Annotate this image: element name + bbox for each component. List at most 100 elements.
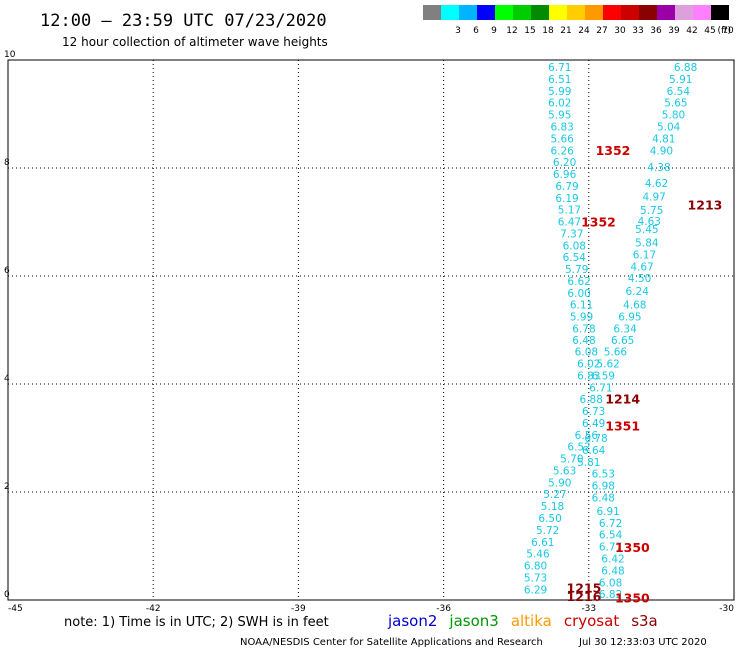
note-text: note: 1) Time is in UTC; 2) SWH is in fe… bbox=[64, 615, 329, 630]
legend-label: 42 bbox=[686, 26, 697, 36]
swh-value: 4.62 bbox=[645, 178, 668, 190]
swh-value: 6.83 bbox=[550, 122, 573, 134]
pass-time-label: 1352 bbox=[596, 143, 631, 158]
swh-value: 6.08 bbox=[575, 347, 598, 359]
swh-value: 5.73 bbox=[524, 572, 547, 584]
swh-value: 6.08 bbox=[599, 577, 622, 589]
swh-value: 5.84 bbox=[635, 238, 659, 250]
swh-value: 6.20 bbox=[553, 157, 576, 169]
swh-value: 4.81 bbox=[652, 133, 675, 145]
chart-title: 12:00 – 23:59 UTC 07/23/2020 bbox=[40, 11, 327, 31]
x-tick-label: -33 bbox=[581, 604, 596, 614]
swh-value: 6.08 bbox=[563, 240, 586, 252]
swh-value: 4.38 bbox=[647, 162, 670, 174]
swh-value: 6.53 bbox=[592, 469, 615, 481]
swh-value: 6.24 bbox=[626, 286, 650, 298]
x-tick-label: -42 bbox=[146, 604, 161, 614]
legend-label: 15 bbox=[524, 26, 535, 36]
swh-value: 6.65 bbox=[611, 335, 634, 347]
swh-value: 5.17 bbox=[558, 205, 581, 217]
satellite-cryosat: cryosat bbox=[564, 612, 619, 630]
swh-value: 6.78 bbox=[572, 323, 595, 335]
swh-value: 4.63 bbox=[638, 216, 661, 228]
swh-value: 6.02 bbox=[577, 359, 600, 371]
x-tick-label: -45 bbox=[8, 604, 23, 614]
legend-swatch bbox=[657, 5, 675, 20]
legend-swatch bbox=[639, 5, 657, 20]
swh-value: 6.83 bbox=[577, 370, 600, 382]
swh-value: 5.90 bbox=[548, 477, 571, 489]
legend-label: 24 bbox=[578, 26, 590, 36]
swh-value: 6.80 bbox=[524, 561, 547, 573]
color-legend: 3 6 9 12 15 18 21 24 27 30 33 36 39 42 45 70(ft) bbox=[423, 5, 734, 36]
swh-value: 7.37 bbox=[560, 228, 583, 240]
swh-value: 6.51 bbox=[548, 74, 571, 86]
legend-label: 70 bbox=[722, 26, 734, 36]
swh-value: 6.48 bbox=[601, 565, 624, 577]
pass-time-label: 1214 bbox=[605, 392, 640, 407]
pass-time-label: 1350 bbox=[615, 540, 650, 555]
pass-time-label: 1216 bbox=[567, 589, 602, 604]
swh-value: 6.34 bbox=[613, 323, 637, 335]
footer-credit: NOAA/NESDIS Center for Satellite Applica… bbox=[240, 637, 543, 648]
swh-value: 5.95 bbox=[548, 110, 571, 122]
legend-label: 18 bbox=[542, 26, 554, 36]
swh-value: 4.50 bbox=[628, 273, 651, 285]
swh-value: 6.61 bbox=[531, 537, 554, 549]
legend-label: 6 bbox=[473, 26, 479, 36]
swh-value: 5.79 bbox=[565, 264, 588, 276]
legend-swatch bbox=[459, 5, 477, 20]
swh-value: 6.73 bbox=[582, 406, 605, 418]
legend-label: 3 bbox=[455, 26, 461, 36]
footer-timestamp: Jul 30 12:33:03 UTC 2020 bbox=[578, 637, 707, 648]
swh-value: 5.91 bbox=[669, 74, 692, 86]
swh-value: 5.65 bbox=[664, 98, 687, 110]
swh-value: 5.66 bbox=[604, 347, 628, 359]
legend-swatch bbox=[693, 5, 711, 20]
swh-value: 6.54 bbox=[667, 86, 691, 98]
swh-value: 6.62 bbox=[567, 276, 590, 288]
legend-swatch bbox=[621, 5, 639, 20]
swh-value: 6.72 bbox=[599, 518, 622, 530]
satellite-altika: altika bbox=[511, 612, 552, 630]
swh-value: 6.95 bbox=[618, 312, 641, 324]
x-tick-label: -39 bbox=[291, 604, 306, 614]
swh-value: 5.72 bbox=[536, 525, 559, 537]
y-tick-label: 0 bbox=[4, 590, 10, 600]
pass-time-label: 1351 bbox=[605, 419, 640, 434]
swh-value: 6.88 bbox=[674, 62, 697, 74]
swh-value: 6.77 bbox=[599, 542, 622, 554]
swh-value: 6.88 bbox=[580, 394, 603, 406]
swh-value: 6.50 bbox=[538, 513, 561, 525]
swh-value: 6.56 bbox=[575, 430, 599, 442]
satellite-legend: jason2 jason3 altika cryosat s3a bbox=[387, 612, 658, 630]
pass-time-label: 1352 bbox=[581, 215, 616, 230]
legend-swatch bbox=[513, 5, 531, 20]
swh-value: 6.98 bbox=[592, 481, 615, 493]
swh-value: 6.96 bbox=[553, 169, 577, 181]
y-tick-label: 8 bbox=[4, 158, 10, 168]
swh-value: 6.19 bbox=[555, 193, 578, 205]
swh-value: 6.78 bbox=[584, 433, 607, 445]
x-tick-label: -30 bbox=[719, 604, 734, 614]
satellite-s3a: s3a bbox=[631, 612, 658, 630]
swh-value: 6.64 bbox=[582, 445, 606, 457]
pass-time-label: 1215 bbox=[567, 581, 602, 596]
swh-value: 4.68 bbox=[623, 300, 646, 312]
swh-value: 5.99 bbox=[548, 86, 571, 98]
swh-value: 5.70 bbox=[560, 454, 583, 466]
y-tick-label: 2 bbox=[4, 482, 10, 492]
y-tick-label: 10 bbox=[4, 50, 16, 60]
swh-value: 6.71 bbox=[589, 382, 612, 394]
legend-swatch bbox=[441, 5, 459, 20]
swh-value: 6.79 bbox=[555, 181, 578, 193]
swh-value: 6.71 bbox=[548, 62, 571, 74]
swh-value: 6.52 bbox=[567, 442, 590, 454]
y-tick-label: 4 bbox=[4, 374, 10, 384]
swh-value: 5.46 bbox=[526, 549, 550, 561]
swh-value: 6.59 bbox=[592, 370, 615, 382]
legend-swatch bbox=[711, 5, 729, 20]
swh-value: 6.54 bbox=[563, 252, 587, 264]
legend-swatch bbox=[423, 5, 441, 20]
